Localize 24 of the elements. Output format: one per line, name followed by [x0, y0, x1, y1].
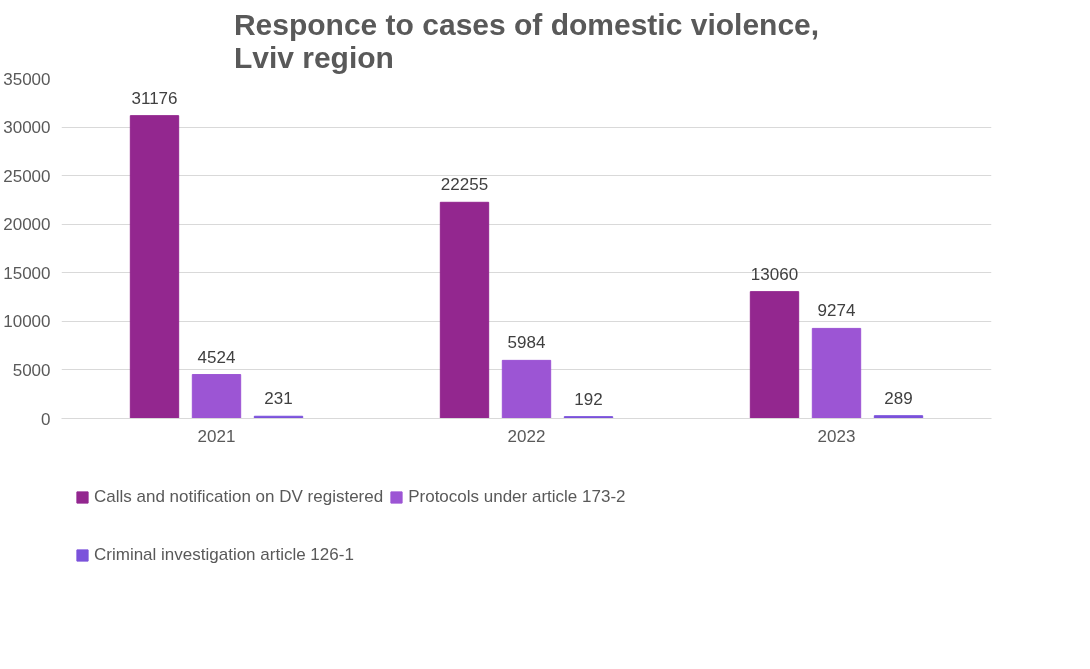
y-tick-label: 0	[41, 409, 51, 429]
y-tick-label: 10000	[3, 312, 51, 332]
x-tick-label: 2023	[817, 426, 856, 446]
x-tick-label: 2022	[507, 426, 546, 446]
y-tick-label: 5000	[12, 360, 51, 380]
data-label: 5984	[507, 333, 546, 353]
data-label: 192	[574, 389, 603, 409]
data-label: 9274	[817, 301, 856, 321]
y-tick-label: 30000	[3, 118, 51, 138]
y-tick-label: 15000	[3, 263, 51, 283]
y-tick-label: 25000	[3, 166, 51, 186]
y-tick-label: 20000	[3, 215, 51, 235]
data-label: 289	[884, 388, 913, 408]
x-tick-label: 2021	[197, 426, 236, 446]
chart-title: Responce to cases of domestic violence, Lviv region	[233, 7, 820, 74]
data-label: 31176	[131, 88, 178, 108]
y-tick-label: 35000	[3, 69, 51, 89]
data-label: 231	[264, 389, 293, 409]
legend-label: Protocols under article 173-2	[408, 486, 626, 507]
data-label: 13060	[750, 264, 799, 284]
data-label: 22255	[440, 175, 489, 195]
legend-label: Calls and notification on DV registered	[94, 486, 384, 507]
legend-label: Criminal investigation article 126-1	[94, 545, 354, 566]
data-label: 4524	[197, 347, 236, 367]
